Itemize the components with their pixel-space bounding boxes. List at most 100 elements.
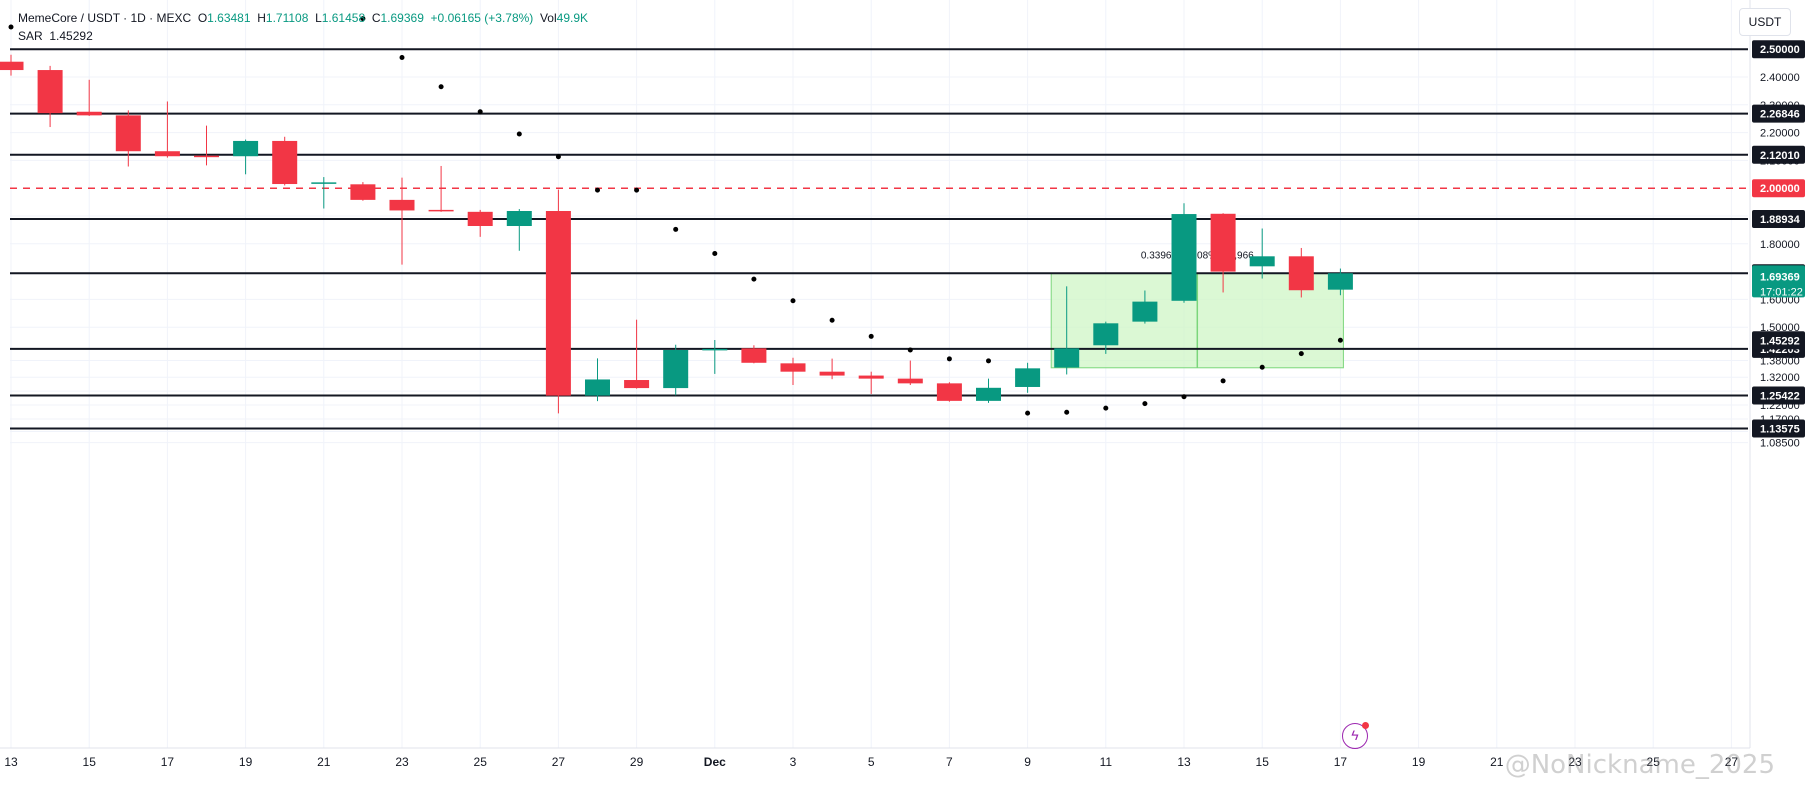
candle-body [1327,273,1353,290]
candle-body [858,375,884,379]
sar-dot [1142,401,1148,407]
x-tick-label: 15 [1256,755,1270,769]
y-tick-label: 1.80000 [1760,239,1800,251]
candle-body [741,348,767,363]
x-tick-label: Dec [704,755,726,769]
sar-label: SAR [18,29,43,43]
x-tick-label: 17 [161,755,175,769]
candle-body [624,380,650,389]
x-tick-label: 9 [1024,755,1031,769]
x-tick-label: 11 [1100,755,1113,769]
open-value: 1.63481 [207,11,251,25]
sar-dot [1025,410,1031,416]
candle-body [76,111,102,116]
sar-dot [751,276,757,282]
sar-dot [712,251,718,257]
sar-value: 1.45292 [49,29,93,43]
x-tick-label: 21 [1490,755,1504,769]
level-badge: 1.25422 [1760,391,1800,403]
sar-dot [1220,378,1226,384]
level-badge-bg [1752,145,1805,164]
candle-body [1015,368,1041,387]
candle-body [819,371,845,376]
level-badge: 1.13575 [1760,423,1800,435]
level-badge: 1.88934 [1760,214,1801,226]
x-tick-label: 19 [1412,755,1426,769]
y-tick-label: 2.20000 [1760,128,1800,140]
sar-dot [516,131,522,137]
x-tick-label: 5 [868,755,875,769]
candle-body [545,210,571,396]
x-tick-label: 19 [239,755,253,769]
candle-body [780,363,806,372]
sar-dot [1259,364,1265,370]
level-badge-bg [1752,209,1805,228]
currency-button[interactable]: USDT [1739,8,1791,36]
candle-body [976,387,1001,401]
sar-badge: 1.45292 [1760,335,1800,347]
x-tick-label: 29 [630,755,644,769]
sar-dot [1337,337,1343,343]
sar-dot [1064,409,1070,415]
lightning-icon[interactable]: ϟ [1342,722,1369,749]
candle-body [1054,348,1080,368]
sar-dot [986,358,991,364]
level-badge-bg [1752,40,1805,59]
sar-dot [1298,351,1304,357]
countdown-label: 17:01:22 [1760,286,1803,298]
x-tick-label: 25 [474,755,488,769]
candle-body [585,379,610,396]
sar-dot [1103,405,1109,411]
ohlc-legend: MemeCore / USDT · 1D · MEXC O1.63481 H1.… [18,11,588,25]
x-tick-label: 21 [317,755,331,769]
x-tick-label: 23 [395,755,409,769]
sar-dot [946,356,952,362]
close-label: C [371,11,381,25]
x-tick-label: 23 [1568,755,1582,769]
high-label: H [257,11,266,25]
candle-body [194,155,219,158]
high-value: 1.71108 [265,11,309,25]
candle-body [702,348,728,351]
candle-body [37,70,63,114]
candle-body [154,151,180,157]
candle-body [663,349,689,389]
low-label: L [315,11,322,25]
volume-label: Vol [539,11,557,25]
watermark: @NoNickname_2025 [1504,750,1775,780]
symbol-label[interactable]: MemeCore / USDT · 1D · MEXC [18,11,192,25]
y-tick-label: 1.38000 [1760,356,1800,368]
candle-body [936,383,962,401]
candle-body [897,378,923,384]
candle-body [506,210,532,227]
level-badge-bg [1752,386,1805,405]
y-tick-label: 1.08500 [1760,438,1800,450]
sar-dot [360,16,366,22]
level-badge: 2.12010 [1760,150,1800,162]
x-tick-label: 15 [83,755,97,769]
open-label: O [197,11,208,25]
x-tick-label: 7 [946,755,953,769]
level-badge: 2.50000 [1760,44,1800,56]
candle-body [1171,214,1197,301]
candle-body [1210,213,1236,272]
sar-badge-bg [1752,331,1805,350]
sar-dot [634,187,640,193]
candle-body [1132,301,1158,322]
y-tick-label: 1.50000 [1760,322,1800,334]
sar-dot [555,154,561,160]
candle-body [467,211,493,227]
candle-body [233,140,259,157]
x-tick-label: 27 [552,755,566,769]
x-tick-label: 13 [4,755,18,769]
last-price-badge-bg [1752,265,1805,298]
close-value: 1.69369 [380,11,424,25]
sar-legend[interactable]: SAR 1.45292 [18,29,93,43]
x-tick-label: 13 [1177,755,1191,769]
x-tick-label: 27 [1725,755,1739,769]
y-tick-label: 2.40000 [1760,72,1800,84]
volume-value: 49.9K [556,11,589,25]
level-badge: 2.00000 [1760,183,1800,195]
